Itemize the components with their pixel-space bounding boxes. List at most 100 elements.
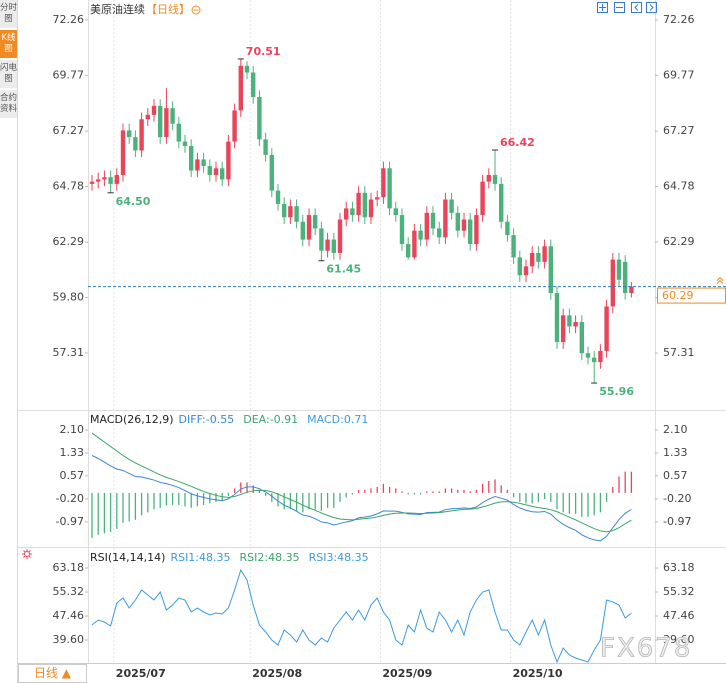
legend-entry: RSI3:48.35	[309, 551, 369, 564]
rsi-icon	[22, 549, 32, 559]
candle-body	[251, 72, 256, 98]
candle-body	[449, 199, 454, 213]
legend-entry: DIFF:-0.55	[179, 413, 235, 426]
y-tick-label-right: 2.10	[663, 423, 688, 436]
candle-body	[362, 192, 367, 218]
annotation: 64.50	[116, 195, 151, 208]
y-tick-label: 0.57	[60, 469, 85, 482]
candle-body	[375, 197, 380, 200]
left-icon[interactable]	[631, 2, 642, 13]
y-tick-label-right: -0.97	[663, 515, 691, 528]
candle-body	[300, 221, 305, 240]
y-tick-label: 62.29	[53, 235, 85, 248]
candle-body	[263, 139, 268, 155]
right-icon[interactable]	[646, 2, 657, 13]
candle-body	[536, 252, 541, 262]
candle-body	[244, 65, 250, 73]
candle-body	[573, 322, 578, 327]
zoom-in-glyph	[599, 4, 606, 11]
candle-body	[325, 239, 330, 251]
candle-body	[275, 190, 281, 204]
candle-body	[120, 130, 126, 175]
candle-body	[492, 174, 498, 184]
candle-body	[517, 257, 522, 276]
sidebar-tab[interactable]: 合约资料	[0, 90, 17, 118]
sidebar-tab[interactable]: 闪电图	[0, 60, 17, 88]
y-tick-label-right: 64.78	[663, 180, 695, 193]
candle-body	[505, 221, 510, 236]
y-tick-label: 1.33	[60, 446, 85, 459]
candle-body	[288, 206, 293, 218]
y-tick-label-right: 55.32	[663, 585, 695, 598]
y-tick-label: 67.27	[53, 124, 85, 137]
zoom-out-icon[interactable]	[614, 2, 625, 13]
last-price-arrow	[716, 276, 724, 284]
y-tick-label-right: 72.26	[663, 13, 695, 26]
y-tick-label-right: 0.57	[663, 469, 688, 482]
candle-body	[387, 168, 392, 209]
panel-title: MACD(26,12,9)	[90, 413, 174, 426]
candle-body	[114, 174, 119, 184]
candle-body	[455, 212, 460, 231]
x-tick-label: 2025/10	[513, 667, 563, 680]
candle-body	[579, 322, 584, 354]
candle-body	[269, 154, 274, 191]
y-tick-label-right: 67.27	[663, 124, 695, 137]
candle-body	[592, 357, 597, 363]
candle-body	[306, 215, 312, 240]
sidebar: 分时图 K线图 闪电图 合约资料	[0, 0, 17, 120]
candle-body	[480, 181, 485, 216]
chart-title: 美原油连续	[90, 2, 145, 16]
candle-body	[102, 177, 107, 180]
legend-entry: RSI1:48.35	[170, 551, 230, 564]
candle-body	[604, 306, 609, 351]
y-tick-label: 63.18	[53, 561, 85, 574]
candle-body	[468, 219, 473, 245]
x-tick-label: 2025/09	[382, 667, 432, 680]
candle-body	[523, 266, 529, 276]
candle-body	[610, 259, 615, 307]
y-tick-label: -0.20	[56, 492, 84, 505]
y-tick-label: 57.31	[53, 346, 85, 359]
collapse-icon[interactable]	[191, 5, 201, 15]
candle-body	[319, 228, 324, 251]
candle-body	[399, 215, 405, 245]
y-tick-label-right: 63.18	[663, 561, 695, 574]
candle-body	[629, 286, 634, 294]
y-tick-label: -0.97	[56, 515, 84, 528]
candle-body	[585, 353, 591, 358]
legend-entry: RSI2:48.35	[240, 551, 300, 564]
candle-body	[356, 192, 361, 216]
panel-title: RSI(14,14,14)	[90, 551, 165, 564]
y-tick-label: 64.78	[53, 180, 85, 193]
candle-body	[418, 230, 423, 240]
y-tick-label-right: 62.29	[663, 235, 695, 248]
sidebar-tab[interactable]: 分时图	[0, 0, 17, 28]
sidebar-tab[interactable]: K线图	[0, 30, 17, 58]
zoom-in-icon[interactable]	[597, 2, 608, 13]
candle-body	[393, 208, 398, 216]
candle-body	[151, 105, 157, 115]
candle-body	[145, 114, 150, 120]
candle-body	[133, 137, 138, 151]
candle-body	[561, 315, 566, 343]
y-tick-label: 39.60	[53, 633, 85, 646]
candle-body	[368, 199, 374, 218]
candle-body	[182, 141, 188, 147]
y-tick-label: 2.10	[60, 423, 85, 436]
candle-body	[195, 159, 200, 171]
candle-body	[486, 174, 491, 182]
candle-body	[257, 97, 262, 140]
candle-body	[548, 246, 553, 294]
candle-body	[337, 219, 343, 253]
candle-body	[164, 108, 169, 138]
toolbar-icons[interactable]	[597, 2, 657, 13]
x-tick-label: 2025/07	[116, 667, 166, 680]
candle-body	[207, 166, 212, 175]
period-button[interactable]: 日线 ▲	[18, 664, 87, 683]
y-tick-label-right: 69.77	[663, 68, 695, 81]
candle-body	[616, 259, 622, 280]
